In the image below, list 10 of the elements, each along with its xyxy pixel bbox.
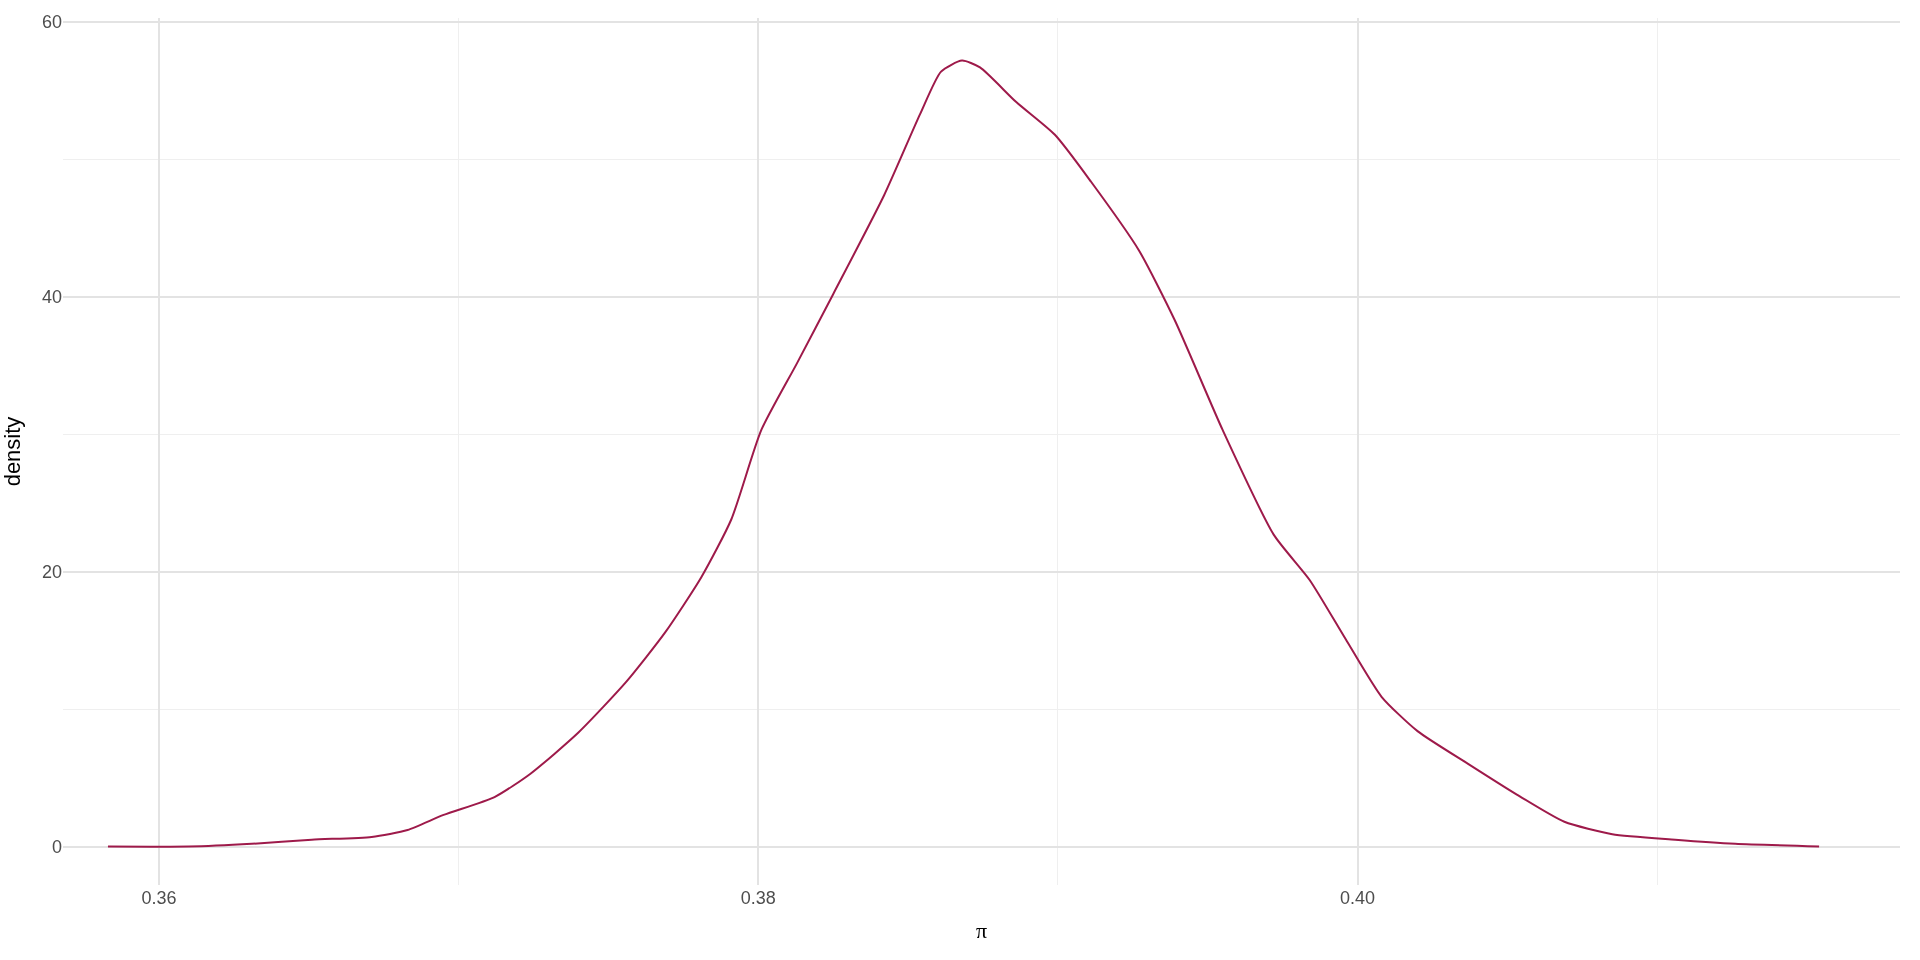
x-tick-label: 0.40 xyxy=(1340,888,1376,908)
y-tick-label: 40 xyxy=(41,287,62,308)
y-tick-label: 20 xyxy=(41,562,62,583)
y-tick-label: 0 xyxy=(51,836,62,857)
y-axis-title: density xyxy=(0,416,25,487)
x-axis-title: π xyxy=(975,917,988,943)
x-tick-label: 0.36 xyxy=(141,888,177,908)
line-series xyxy=(106,59,1821,848)
x-tick-label: 0.38 xyxy=(740,888,776,908)
y-tick-label: 60 xyxy=(41,12,62,33)
